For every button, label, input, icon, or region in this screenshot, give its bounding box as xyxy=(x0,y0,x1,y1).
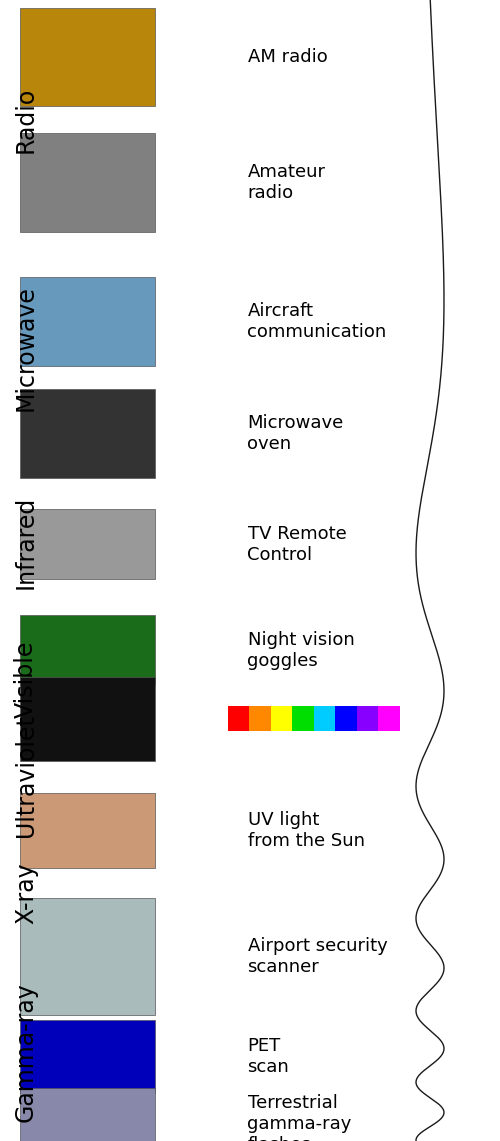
Text: Visible: Visible xyxy=(14,640,38,718)
FancyBboxPatch shape xyxy=(292,706,314,731)
FancyBboxPatch shape xyxy=(20,1087,155,1141)
FancyBboxPatch shape xyxy=(20,8,155,106)
Text: Microwave
oven: Microwave oven xyxy=(248,414,344,453)
Text: UV light
from the Sun: UV light from the Sun xyxy=(248,811,364,850)
FancyBboxPatch shape xyxy=(20,509,155,580)
Text: TV Remote
Control: TV Remote Control xyxy=(248,525,346,564)
FancyBboxPatch shape xyxy=(378,706,400,731)
Text: Infrared: Infrared xyxy=(14,495,38,589)
Text: Night vision
goggles: Night vision goggles xyxy=(248,631,354,670)
FancyBboxPatch shape xyxy=(270,706,292,731)
FancyBboxPatch shape xyxy=(228,706,249,731)
FancyBboxPatch shape xyxy=(20,389,155,478)
Text: Terrestrial
gamma-ray
flashes: Terrestrial gamma-ray flashes xyxy=(248,1094,352,1141)
Text: PET
scan: PET scan xyxy=(248,1037,289,1076)
FancyBboxPatch shape xyxy=(336,706,357,731)
Text: Radio: Radio xyxy=(14,87,38,153)
Text: Amateur
radio: Amateur radio xyxy=(248,163,326,202)
Text: Gamma-ray: Gamma-ray xyxy=(14,982,38,1123)
FancyBboxPatch shape xyxy=(20,615,155,686)
FancyBboxPatch shape xyxy=(20,133,155,232)
FancyBboxPatch shape xyxy=(20,1020,155,1093)
Text: AM radio: AM radio xyxy=(248,48,327,66)
FancyBboxPatch shape xyxy=(20,898,155,1014)
FancyBboxPatch shape xyxy=(249,706,270,731)
FancyBboxPatch shape xyxy=(357,706,378,731)
FancyBboxPatch shape xyxy=(20,277,155,366)
Text: X-ray: X-ray xyxy=(14,861,38,924)
FancyBboxPatch shape xyxy=(20,677,155,761)
FancyBboxPatch shape xyxy=(314,706,336,731)
Text: Aircraft
communication: Aircraft communication xyxy=(248,302,387,341)
Text: Microwave: Microwave xyxy=(14,285,38,411)
Text: Ultraviolet: Ultraviolet xyxy=(14,714,38,837)
Text: Airport security
scanner: Airport security scanner xyxy=(248,937,387,976)
FancyBboxPatch shape xyxy=(20,793,155,868)
